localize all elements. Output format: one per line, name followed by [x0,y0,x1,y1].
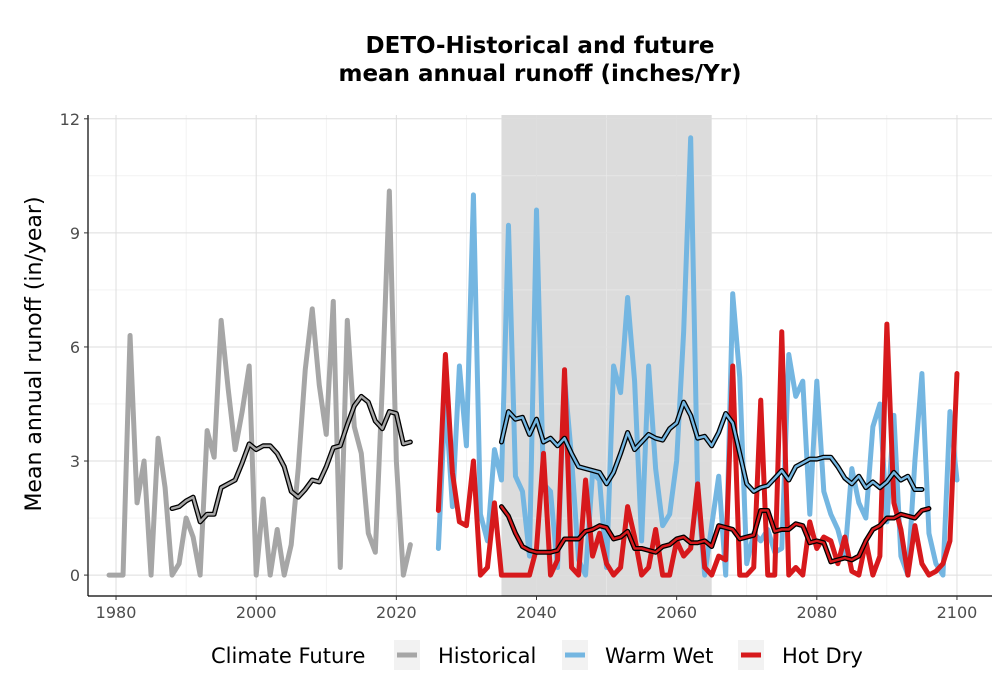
x-tick-label: 2020 [376,603,417,622]
y-tick-label: 3 [70,452,80,471]
x-tick-label: 2080 [796,603,837,622]
series-line-warm-wet-10-yr-mean [500,400,924,493]
series-line-hot-dry [435,321,960,578]
series-line-hot-dry-10-yr-mean [500,505,931,563]
x-tick-label: 2040 [516,603,557,622]
y-tick-label: 12 [60,110,80,129]
y-tick-label: 6 [70,338,80,357]
x-tick-label: 1980 [96,603,137,622]
y-axis-label: Mean annual runoff (in/year) [22,196,47,511]
y-tick-label: 0 [70,566,80,585]
chart-subtitle: mean annual runoff (inches/Yr) [338,61,741,87]
series-line-historical-10-yr-mean [170,395,412,524]
x-tick-label: 2060 [656,603,697,622]
series-line-historical [106,188,413,578]
legend-label-warm-wet: Warm Wet [605,644,713,668]
x-tick-label: 2100 [937,603,978,622]
chart-title: DETO-Historical and future [366,33,715,59]
y-tick-label: 9 [70,224,80,243]
legend-label-historical: Historical [438,644,536,668]
legend: Climate Future Historical Warm Wet Hot Dry [211,640,863,670]
x-tick-label: 2000 [236,603,277,622]
legend-title: Climate Future [211,644,365,668]
legend-label-hot-dry: Hot Dry [782,644,863,668]
